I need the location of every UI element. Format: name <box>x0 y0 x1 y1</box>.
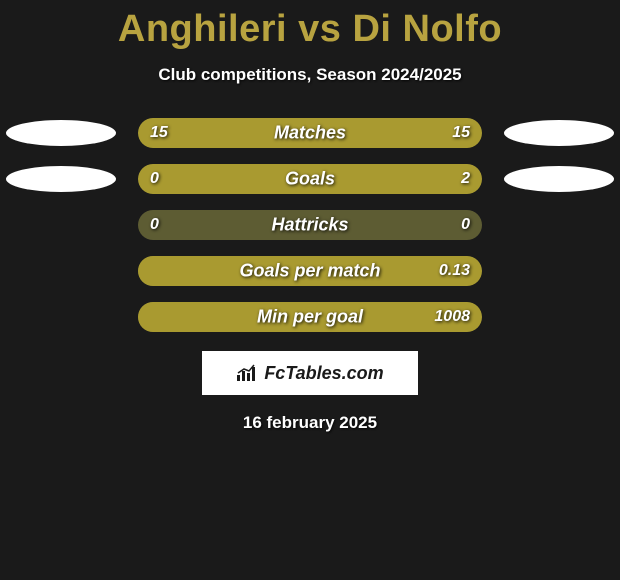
stat-row: 1008 Min per goal <box>0 299 620 335</box>
stat-bar: 0 0 Hattricks <box>138 210 482 240</box>
stat-row: 0 2 Goals <box>0 161 620 197</box>
stat-bar: 0 2 Goals <box>138 164 482 194</box>
stat-value-left: 15 <box>150 124 168 142</box>
stat-bar: 1008 Min per goal <box>138 302 482 332</box>
chart-icon <box>236 364 258 382</box>
stat-label: Hattricks <box>271 215 348 236</box>
bar-fill-right <box>200 164 482 194</box>
bar-fill-left <box>138 164 200 194</box>
stat-value-right: 0 <box>461 216 470 234</box>
player-badge-right <box>504 166 614 192</box>
stat-bar: 0.13 Goals per match <box>138 256 482 286</box>
stat-row: 0 0 Hattricks <box>0 207 620 243</box>
stat-label: Min per goal <box>257 307 363 328</box>
stat-label: Matches <box>274 123 346 144</box>
player-badge-right <box>504 120 614 146</box>
stat-row: 0.13 Goals per match <box>0 253 620 289</box>
stat-value-right: 0.13 <box>439 262 470 280</box>
stat-row: 15 15 Matches <box>0 115 620 151</box>
stat-label: Goals per match <box>239 261 380 282</box>
datestamp: 16 february 2025 <box>0 413 620 433</box>
stat-value-right: 15 <box>452 124 470 142</box>
stat-value-right: 2 <box>461 170 470 188</box>
stat-bar: 15 15 Matches <box>138 118 482 148</box>
branding-badge: FcTables.com <box>202 351 418 395</box>
player-badge-left <box>6 166 116 192</box>
branding-text: FcTables.com <box>264 363 383 384</box>
stats-container: 15 15 Matches 0 2 Goals 0 0 Hattricks 0.13 Goals p… <box>0 115 620 335</box>
stat-value-left: 0 <box>150 170 159 188</box>
page-title: Anghileri vs Di Nolfo <box>0 0 620 51</box>
stat-value-right: 1008 <box>434 308 470 326</box>
player-badge-left <box>6 120 116 146</box>
stat-value-left: 0 <box>150 216 159 234</box>
subtitle: Club competitions, Season 2024/2025 <box>0 65 620 85</box>
stat-label: Goals <box>285 169 335 190</box>
